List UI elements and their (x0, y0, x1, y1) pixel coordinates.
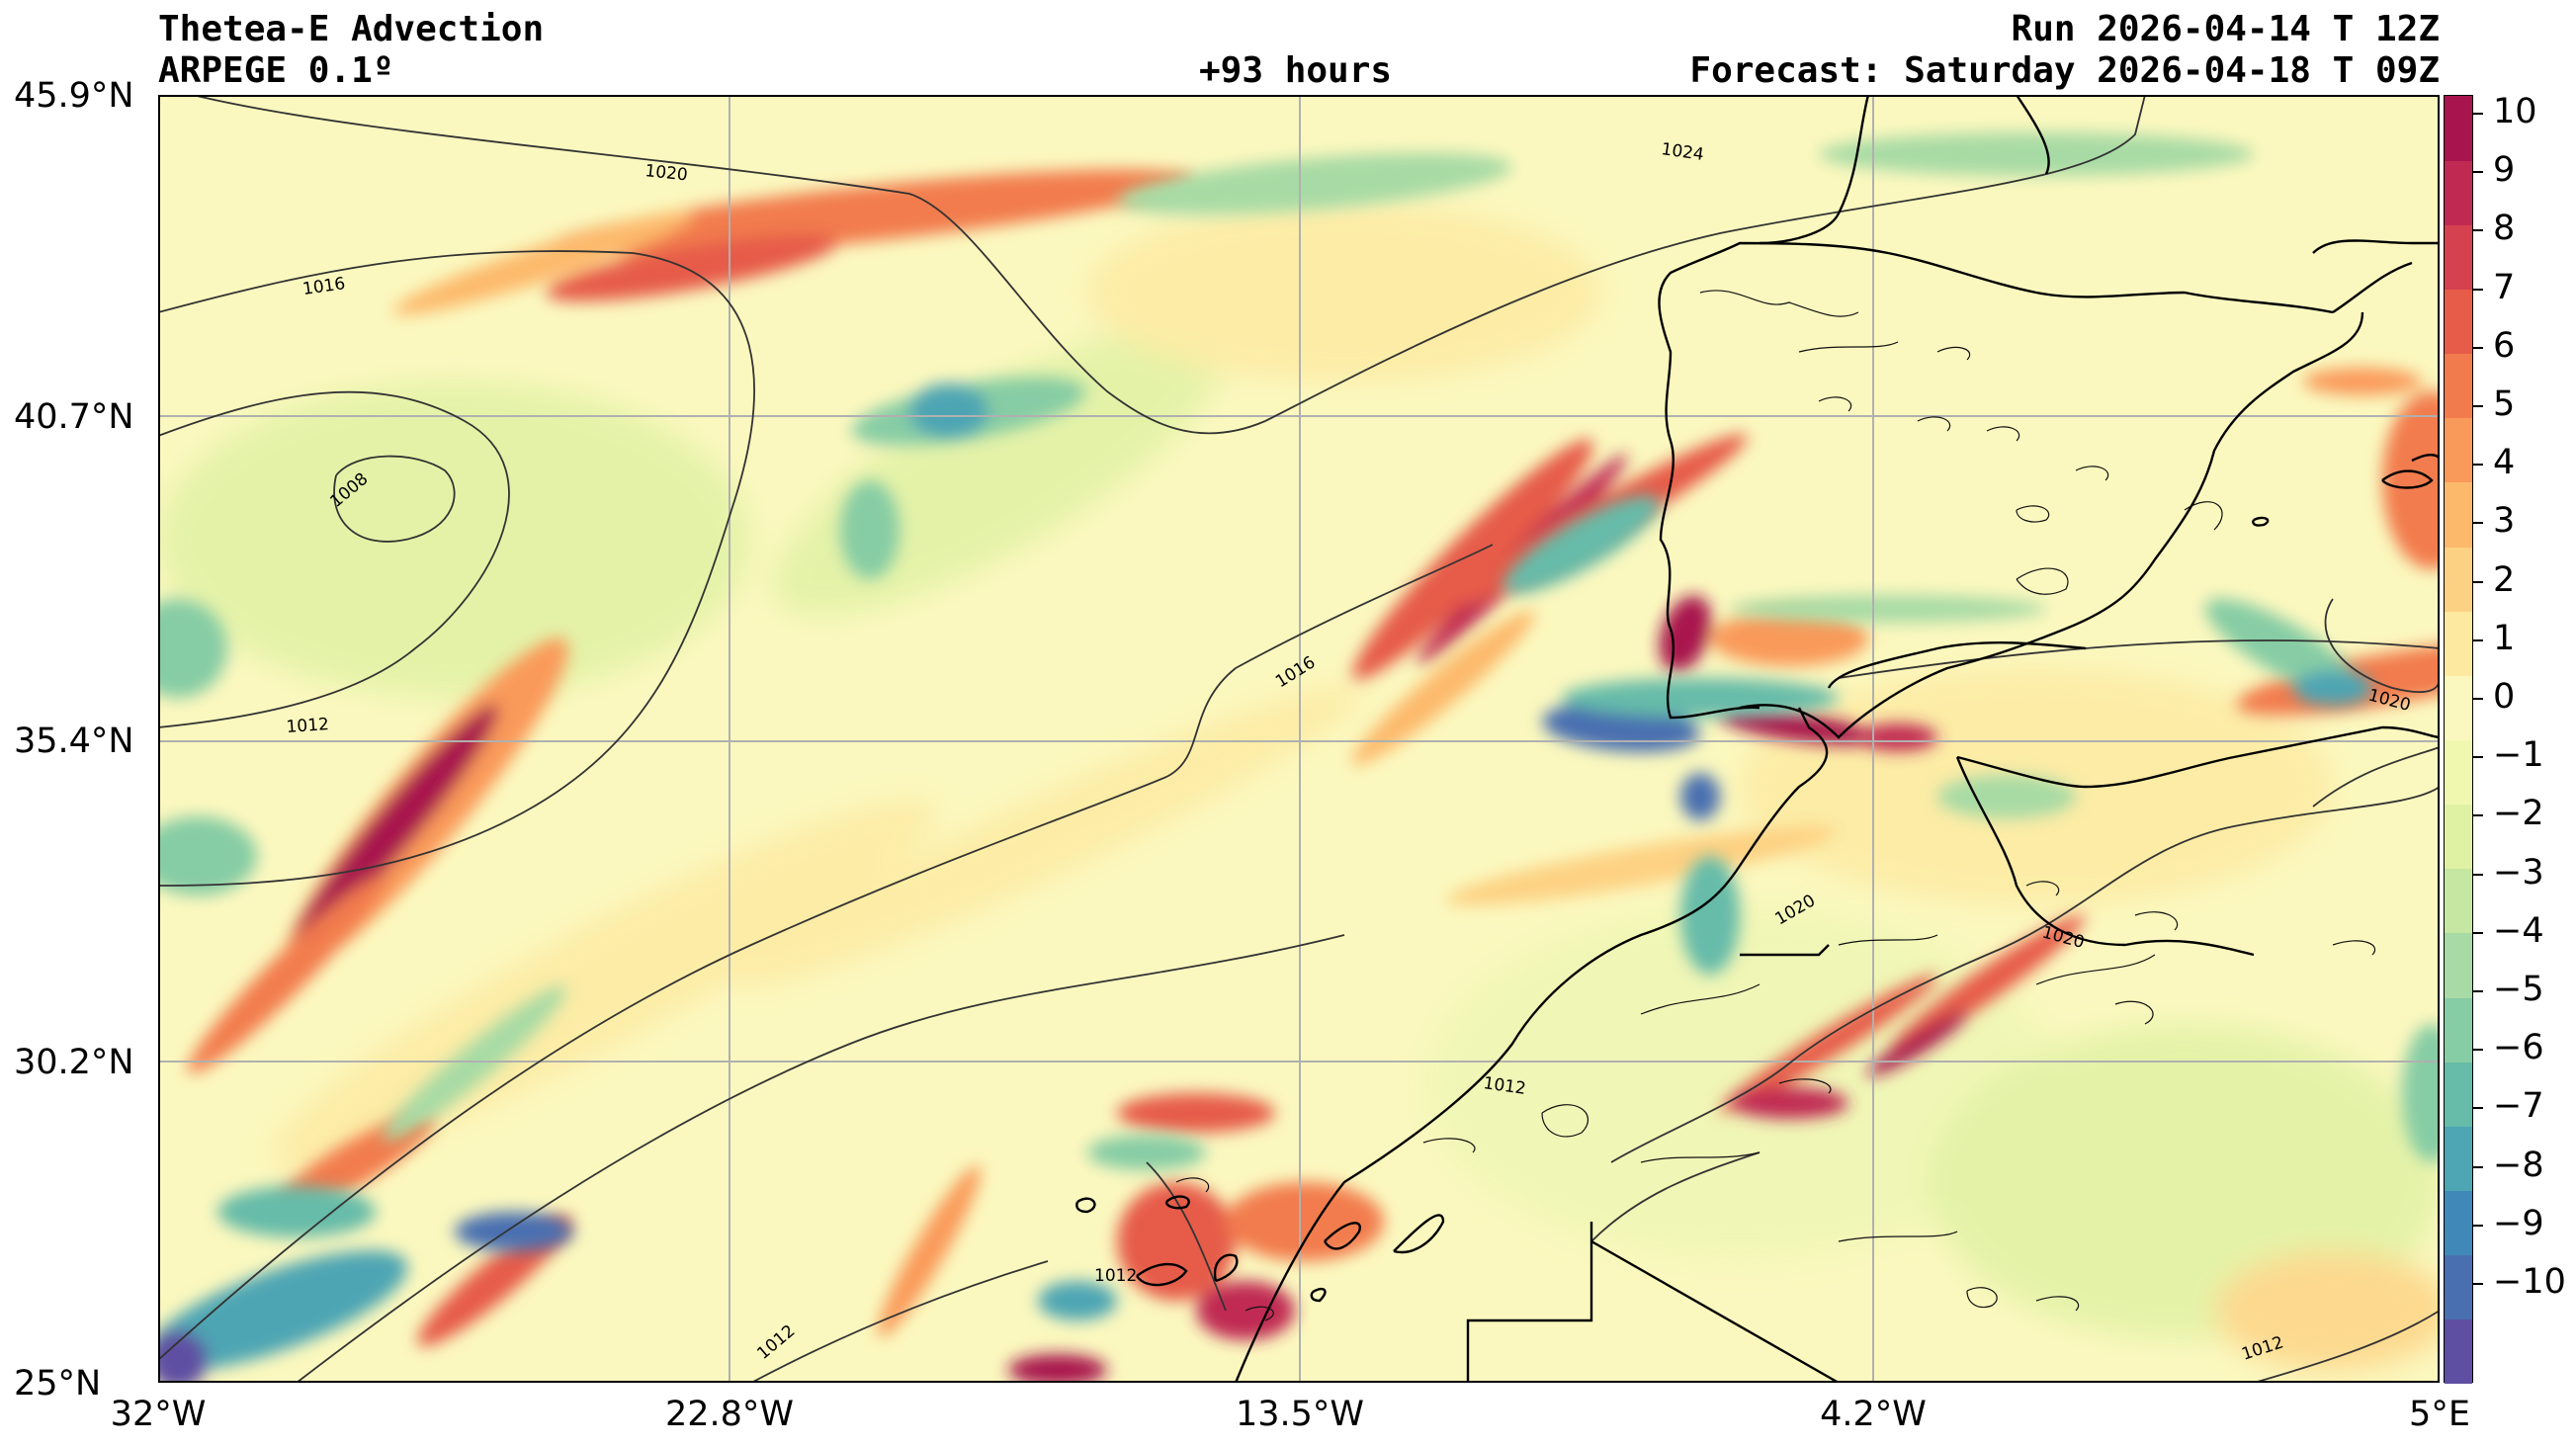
colorbar-segment (2445, 997, 2472, 1063)
advection-field-cold (158, 132, 2440, 1383)
colorbar-label: −8 (2493, 1145, 2544, 1185)
colorbar-label: 2 (2493, 559, 2516, 600)
colorbar-label: 0 (2493, 677, 2516, 717)
colorbar-label: −4 (2493, 910, 2544, 951)
colorbar-label: 1 (2493, 618, 2516, 658)
advection-field-warm (188, 169, 2440, 1383)
colorbar-tick (2473, 873, 2483, 876)
colorbar-tick (2473, 756, 2483, 759)
colorbar-label: −6 (2493, 1028, 2544, 1068)
lon-label: 13.5°W (1235, 1395, 1365, 1434)
colorbar-segment (2445, 675, 2472, 740)
colorbar-tick (2473, 405, 2483, 407)
coastlines (1075, 95, 2440, 1383)
colorbar-tick (2473, 288, 2483, 291)
colorbar-label: −9 (2493, 1203, 2544, 1243)
colorbar-segment (2445, 739, 2472, 806)
lon-label: 5°E (2409, 1395, 2470, 1434)
colorbar-segment (2445, 353, 2472, 419)
colorbar-tick (2473, 990, 2483, 992)
colorbar-label: −1 (2493, 735, 2544, 776)
colorbar-label: −7 (2493, 1086, 2544, 1127)
lon-label: 32°W (110, 1395, 207, 1434)
colorbar-segment (2445, 547, 2472, 612)
colorbar-label: 10 (2493, 92, 2537, 131)
colorbar-tick (2473, 464, 2483, 467)
lat-label: 25°N (14, 1364, 102, 1403)
colorbar-tick (2473, 171, 2483, 174)
colorbar-segment (2445, 160, 2472, 225)
colorbar-tick (2473, 522, 2483, 525)
colorbar-label: 7 (2493, 267, 2516, 307)
colorbar-label: −2 (2493, 794, 2544, 834)
colorbar-tick (2473, 1049, 2483, 1052)
colorbar-tick (2473, 638, 2483, 641)
colorbar-segment (2445, 1254, 2472, 1320)
colorbar-segment (2445, 804, 2472, 870)
colorbar-label: 9 (2493, 150, 2516, 191)
colorbar-segment (2445, 932, 2472, 998)
run-time: Run 2026-04-14 T 12Z (2011, 9, 2440, 49)
lon-label: 4.2°W (1820, 1395, 1927, 1434)
colorbar-label: 5 (2493, 384, 2516, 424)
forecast-map: 1020 1024 1016 1008 1012 1016 1020 1020 … (158, 95, 2440, 1383)
colorbar-label: −3 (2493, 852, 2544, 893)
colorbar-segment (2445, 868, 2472, 934)
colorbar-segment (2445, 289, 2472, 355)
forecast-time: Forecast: Saturday 2026-04-18 T 09Z (1689, 50, 2440, 91)
lat-label: 40.7°N (14, 397, 134, 437)
colorbar-label: −5 (2493, 970, 2544, 1009)
colorbar (2444, 95, 2473, 1385)
lat-label: 30.2°N (14, 1043, 134, 1082)
map-gridlines (158, 95, 2440, 1383)
colorbar-tick (2473, 931, 2483, 934)
colorbar-tick (2473, 1224, 2483, 1227)
colorbar-segment (2445, 1190, 2472, 1256)
colorbar-label: 3 (2493, 501, 2516, 542)
colorbar-segment (2445, 417, 2472, 483)
lat-label: 45.9°N (14, 76, 134, 116)
lon-label: 22.8°W (664, 1395, 795, 1434)
terrain-contours (1175, 290, 2376, 1321)
colorbar-tick (2473, 113, 2483, 115)
colorbar-tick (2473, 1165, 2483, 1168)
colorbar-tick (2473, 698, 2483, 700)
lead-time: +93 hours (1199, 50, 1393, 91)
colorbar-segment (2445, 1318, 2472, 1385)
model-name: ARPEGE 0.1º (158, 50, 394, 91)
colorbar-tick (2473, 1283, 2483, 1285)
isobar-label: 1020 (644, 161, 688, 185)
colorbar-label: −10 (2493, 1262, 2566, 1302)
colorbar-segment (2445, 611, 2472, 676)
isobar-label: 1012 (286, 715, 330, 737)
colorbar-label: 8 (2493, 209, 2516, 249)
product-title: Thetea-E Advection (158, 9, 545, 49)
colorbar-segment (2445, 1126, 2472, 1192)
colorbar-tick (2473, 1107, 2483, 1110)
colorbar-tick (2473, 229, 2483, 232)
colorbar-label: 4 (2493, 443, 2516, 483)
colorbar-segment (2445, 96, 2472, 161)
colorbar-tick (2473, 814, 2483, 817)
colorbar-segment (2445, 481, 2472, 548)
colorbar-tick (2473, 346, 2483, 349)
colorbar-tick (2473, 580, 2483, 583)
colorbar-segment (2445, 1062, 2472, 1127)
colorbar-label: 6 (2493, 325, 2516, 366)
lat-label: 35.4°N (14, 722, 134, 761)
isobar-label: 1012 (1094, 1266, 1137, 1286)
colorbar-segment (2445, 224, 2472, 290)
